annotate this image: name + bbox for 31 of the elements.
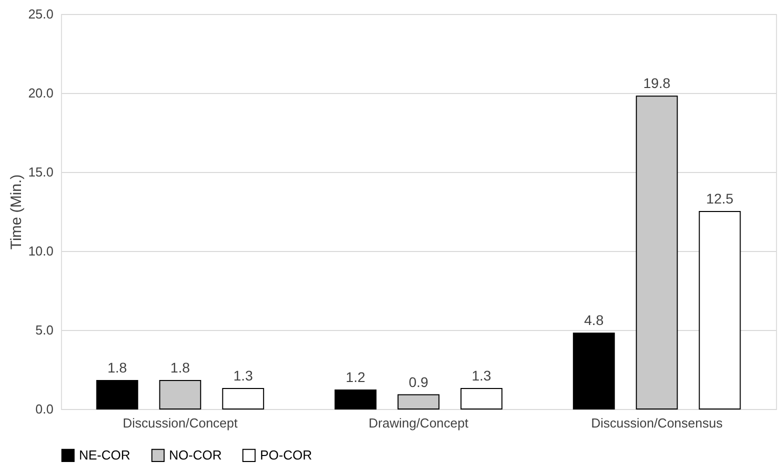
y-tick-label: 0.0 (35, 402, 54, 416)
bar (334, 390, 377, 410)
x-tick-label: Discussion/Consensus (591, 416, 724, 430)
data-label: 1.3 (233, 367, 254, 384)
bar (698, 211, 741, 410)
bar (222, 388, 264, 410)
data-label: 4.8 (584, 312, 604, 328)
y-tick-label: 15.0 (28, 164, 54, 180)
x-tick-label: Discussion/Concept (122, 416, 238, 430)
bar (96, 380, 138, 410)
data-label: 1.2 (346, 369, 366, 386)
data-label: 12.5 (706, 190, 734, 206)
y-tick-label: 20.0 (28, 86, 54, 100)
data-label: 1.3 (472, 367, 492, 384)
legend-label: NO-COR (169, 447, 222, 462)
data-label: 0.9 (408, 374, 428, 390)
legend-label: NE-COR (79, 447, 130, 462)
y-tick-label: 5.0 (35, 322, 54, 338)
bar (398, 394, 440, 410)
legend-label: PO-COR (260, 447, 312, 462)
bar (636, 96, 678, 410)
y-tick-label: 10.0 (28, 244, 54, 258)
y-axis-title: Time (Min.) (8, 174, 26, 250)
bar (460, 388, 502, 410)
data-label: 1.8 (107, 360, 128, 376)
bar (159, 380, 202, 410)
data-label: 1.8 (170, 360, 190, 376)
x-tick-label: Drawing/Concept (368, 416, 469, 430)
y-tick-label: 25.0 (28, 6, 54, 22)
bar (572, 332, 615, 410)
data-label: 19.8 (643, 75, 671, 92)
